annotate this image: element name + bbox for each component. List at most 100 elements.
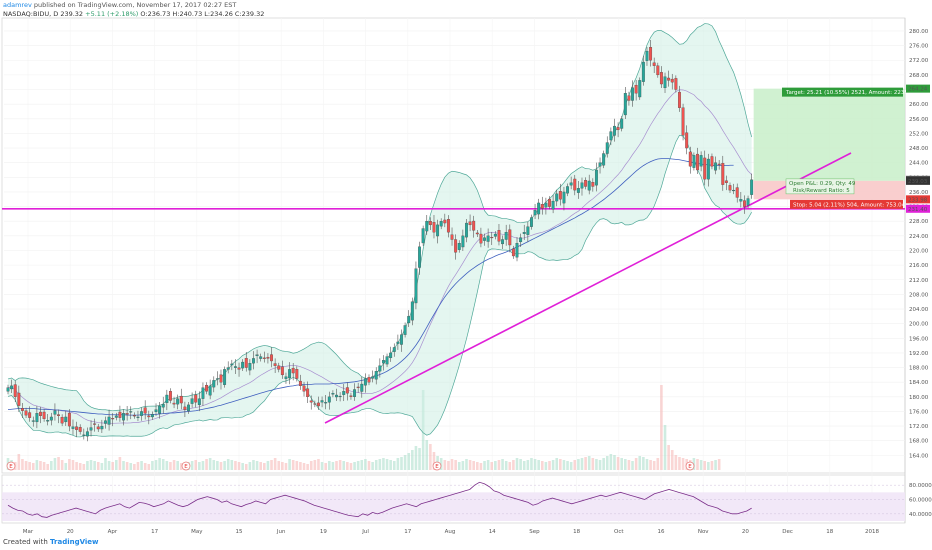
y-tick-label: 276.00 [909, 44, 929, 50]
y-tick-label: 168.00 [909, 439, 929, 445]
candle-body [147, 415, 151, 418]
volume-bar [295, 461, 299, 470]
volume-bar [537, 460, 540, 470]
volume-bar [140, 461, 143, 470]
candle-body [273, 363, 277, 366]
x-tick-label: May [191, 529, 203, 535]
volume-bar [472, 461, 475, 470]
volume-bar [465, 459, 468, 470]
candle-body [454, 239, 458, 253]
volume-bar [39, 461, 42, 470]
candle-body [674, 78, 678, 90]
volume-bar [223, 461, 226, 470]
volume-bar [346, 462, 349, 470]
volume-bar [338, 460, 342, 470]
candle-body [129, 411, 133, 413]
candle-body [573, 178, 577, 191]
candle-body [587, 180, 591, 191]
candle-body [100, 425, 104, 430]
volume-bar [201, 461, 205, 470]
volume-bar [216, 461, 219, 470]
volume-bar [82, 464, 86, 470]
candle-body [472, 220, 476, 231]
volume-bar [194, 460, 198, 470]
volume-bar [263, 463, 266, 470]
y-tick-label: 228.00 [909, 219, 929, 225]
candle-body [728, 185, 732, 191]
volume-bar [595, 459, 598, 470]
volume-bar [46, 464, 50, 470]
volume-bar [277, 461, 281, 470]
candle-body [566, 186, 569, 194]
volume-bar [273, 458, 277, 470]
y-tick-label: 220.00 [909, 248, 929, 254]
x-tick-label: 2018 [865, 529, 879, 535]
open-pl-label: Open P&L: 0.29, Qty: 49 [789, 181, 856, 187]
target-label: Target: 25.21 (10.55%) 2521, Amount: 223… [785, 90, 908, 96]
volume-bar [291, 460, 295, 470]
author-link[interactable]: adamrev [3, 1, 32, 9]
candle-body [678, 91, 681, 108]
candle-body [342, 391, 346, 395]
volume-bar [616, 457, 620, 470]
volume-bar [151, 461, 154, 470]
price-label: 239.03 [908, 179, 928, 185]
candle-body [645, 50, 649, 61]
volume-bar [50, 461, 53, 470]
candle-body [71, 426, 75, 429]
volume-bar [577, 459, 580, 470]
candle-body [465, 222, 468, 238]
volume-bar [598, 460, 602, 470]
candle-body [403, 325, 407, 335]
volume-bar [533, 459, 537, 470]
stop-label-bg [790, 199, 903, 209]
candle-body [746, 198, 750, 206]
candle-body [692, 155, 696, 168]
volume-bar [425, 440, 429, 470]
volume-bar [663, 425, 667, 470]
candle-body [696, 153, 699, 171]
tradingview-logo[interactable]: TradingView [50, 538, 99, 546]
stop-label-group: Stop: 5.04 (2.11%) 504, Amount: 753.04 [790, 199, 906, 209]
volume-bar [208, 458, 212, 470]
candle-body [96, 426, 100, 430]
candle-body [584, 180, 588, 187]
candle-body [93, 423, 97, 425]
volume-bar [400, 457, 403, 470]
candle-body [461, 235, 465, 248]
candle-body [616, 127, 620, 130]
volume-bar [129, 463, 133, 470]
volume-bar [364, 459, 367, 470]
volume-bar [642, 457, 645, 470]
change-label: +5.11 (+2.18%) [85, 10, 139, 18]
price-label: 264.24 [908, 87, 928, 93]
candle-body [627, 95, 631, 101]
volume-bar [21, 459, 24, 470]
volume-bar [540, 461, 544, 470]
volume-bar [349, 463, 353, 470]
volume-bar [652, 461, 656, 470]
price-label-bg [906, 195, 930, 204]
volume-bar [313, 460, 317, 470]
candle-body [410, 301, 414, 321]
candle-body [468, 221, 472, 226]
volume-bar [147, 464, 151, 470]
volume-bar [555, 458, 559, 470]
candle-body [277, 365, 281, 370]
volume-bar [122, 461, 125, 470]
candle-body [75, 426, 79, 430]
candle-body [53, 410, 57, 415]
candle-body [605, 142, 609, 154]
candle-body [515, 243, 519, 258]
candle-body [158, 405, 162, 414]
price-label-bg [906, 176, 930, 185]
volume-bar [360, 460, 364, 470]
candle-body [493, 233, 497, 237]
volume-bar [230, 460, 234, 470]
volume-bar [703, 461, 707, 470]
candle-body [414, 268, 418, 304]
candle-body [338, 395, 342, 398]
footer: Created with TradingView [3, 538, 99, 546]
candle-body [659, 72, 663, 85]
